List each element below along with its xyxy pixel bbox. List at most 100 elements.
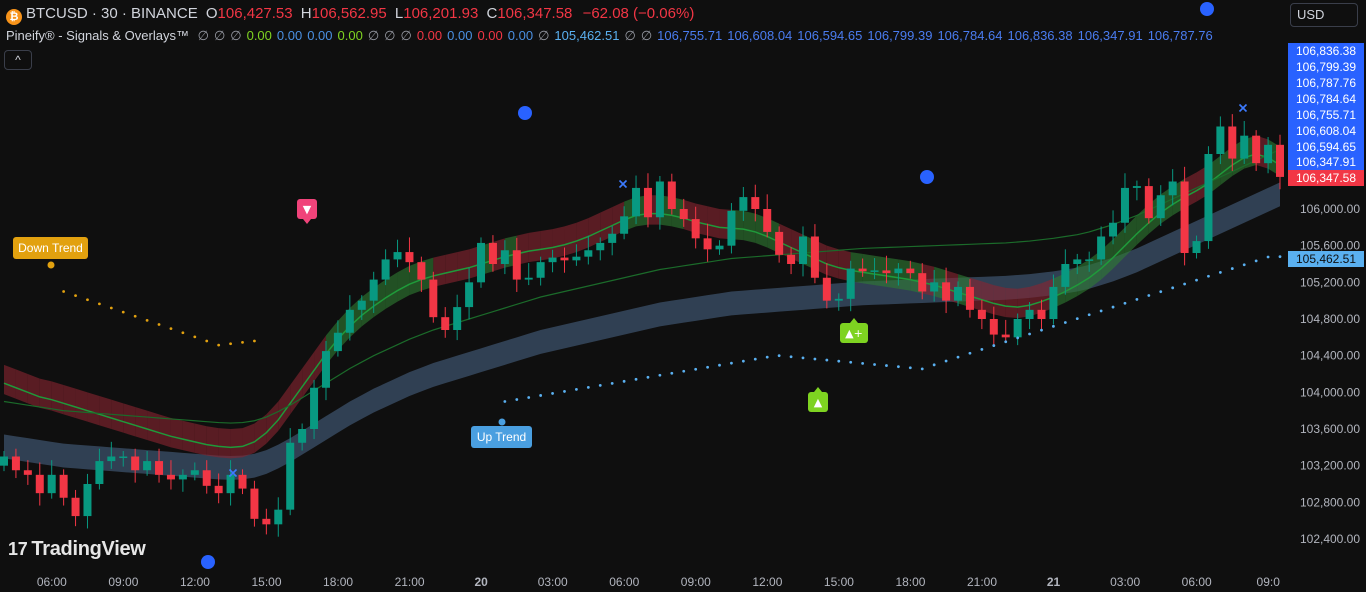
candle-body — [930, 282, 939, 292]
candle-body — [715, 245, 724, 250]
time-axis-tick: 21 — [1047, 575, 1061, 589]
currency-selector[interactable]: USD — [1290, 3, 1358, 27]
change-value: −62.08 (−0.06%) — [582, 5, 695, 22]
trailing-stop-dot — [74, 294, 77, 298]
trailing-stop-dot — [1028, 332, 1031, 336]
fast-ribbon-segment — [99, 396, 112, 429]
price-axis-tick: 105,200.00 — [1300, 275, 1360, 289]
candle-body — [1037, 309, 1046, 319]
price-tag: 106,784.64 — [1288, 91, 1364, 107]
trailing-stop-dot — [670, 371, 674, 375]
time-axis-tick: 15:00 — [251, 575, 281, 589]
price-axis-tick: 102,800.00 — [1300, 495, 1360, 509]
indicator-value: 0.00 — [416, 28, 443, 43]
price-tag: 105,462.51 — [1288, 251, 1364, 267]
indicator-value: 0.00 — [276, 28, 303, 43]
time-axis-tick: 12:00 — [180, 575, 210, 589]
price-axis-tick: 104,000.00 — [1300, 385, 1360, 399]
fast-ribbon-segment — [135, 407, 148, 440]
indicator-value: ∅ — [400, 28, 412, 43]
candle-body — [214, 485, 223, 494]
trailing-stop-dot — [1278, 255, 1282, 259]
fast-ribbon-segment — [457, 249, 470, 282]
fast-ribbon-segment — [27, 374, 40, 408]
time-axis-tick: 03:00 — [538, 575, 568, 589]
fast-ribbon-segment — [707, 206, 720, 239]
trailing-stop-dot — [789, 355, 793, 359]
signal-box — [808, 392, 828, 412]
fast-ribbon-segment — [206, 426, 219, 458]
fast-ribbon-segment — [170, 418, 183, 451]
time-axis-tick: 18:00 — [323, 575, 353, 589]
time-axis-tick: 09:0 — [1257, 575, 1281, 589]
cross-marker — [618, 179, 628, 189]
fast-ribbon-segment — [588, 212, 601, 248]
price-tag-box — [1288, 170, 1364, 186]
indicator-value: 106,787.76 — [1147, 28, 1213, 43]
high-value: 106,562.95 — [311, 5, 387, 22]
candle-body — [846, 268, 855, 299]
trailing-stop-dot — [861, 361, 865, 365]
candle-body — [965, 286, 974, 310]
fast-ribbon-segment — [302, 352, 315, 398]
low-label: L — [394, 5, 404, 22]
indicator-values: ∅ ∅ ∅ 0.00 0.00 0.00 0.00 ∅ ∅ ∅ 0.00 0.00 0.00 0.00 ∅ 1… — [193, 28, 1213, 43]
trailing-stop-dot — [634, 377, 638, 381]
candle-body — [1001, 334, 1010, 338]
trailing-stop-dot — [598, 383, 602, 387]
time-axis-tick: 06:00 — [609, 575, 639, 589]
candle-body — [834, 298, 843, 301]
candle-body — [882, 270, 891, 274]
trailing-stop-dot — [1052, 324, 1055, 328]
trailing-stop-dot — [896, 365, 900, 369]
trailing-stop-dot — [873, 363, 876, 366]
fast-ribbon-segment — [445, 252, 458, 285]
candle-body — [703, 238, 712, 250]
trailing-stop-dot — [765, 355, 769, 359]
signal-text: ▲ — [814, 396, 823, 409]
price-tag-text: 106,836.38 — [1296, 44, 1356, 58]
candle-body — [798, 236, 807, 264]
trailing-stop-dot — [241, 340, 244, 344]
candle-body — [1061, 264, 1070, 287]
fast-ribbon-segment — [39, 378, 52, 411]
cross-marker — [1238, 103, 1248, 113]
indicator-value: 106,594.65 — [797, 28, 863, 43]
signal-pointer — [850, 318, 858, 323]
candle-body — [453, 307, 462, 330]
tradingview-logo-icon: 17 — [8, 539, 28, 559]
slow-ribbon-band — [4, 182, 1280, 480]
trailing-stop-dot — [586, 385, 590, 389]
trailing-stop-dot — [181, 331, 185, 335]
signal-box — [297, 199, 317, 219]
fast-ribbon-segment — [385, 272, 398, 309]
price-tag: 106,836.38 — [1288, 43, 1364, 59]
signal-text: ▼ — [303, 203, 312, 216]
candle-body — [1192, 241, 1201, 253]
candle-body — [381, 259, 390, 280]
indicator-name[interactable]: Pineify® - Signals & Overlays™ — [6, 28, 189, 43]
price-axis-tick: 104,800.00 — [1300, 312, 1360, 326]
trailing-stop-dot — [658, 373, 662, 377]
indicator-legend[interactable]: Pineify® - Signals & Overlays™ ∅ ∅ ∅ 0.00 0.… — [6, 28, 1213, 44]
indicator-value: 0.00 — [447, 28, 473, 43]
fast-ribbon-segment — [600, 207, 613, 242]
candle-body — [989, 319, 998, 335]
fast-ribbon-segment — [15, 369, 28, 404]
candle-body — [500, 250, 509, 264]
trailing-stop-dot — [217, 343, 221, 347]
trailing-stop-dot — [1266, 255, 1270, 259]
time-axis-tick: 03:00 — [1110, 575, 1140, 589]
time-axis-tick: 18:00 — [895, 575, 925, 589]
candle-body — [1144, 186, 1153, 219]
time-axis-tick: 06:00 — [1182, 575, 1212, 589]
candle-body — [1085, 259, 1094, 261]
trend-label-text: Down Trend — [18, 241, 83, 255]
fast-ribbon-segment — [576, 218, 589, 253]
symbol-title[interactable]: BTCUSD · 30 · BINANCE — [26, 5, 198, 22]
candle-body — [477, 242, 486, 283]
candle-body — [632, 187, 641, 217]
sell-signal: ▼ — [297, 199, 317, 224]
collapse-legend-button[interactable]: ^ — [4, 50, 32, 70]
